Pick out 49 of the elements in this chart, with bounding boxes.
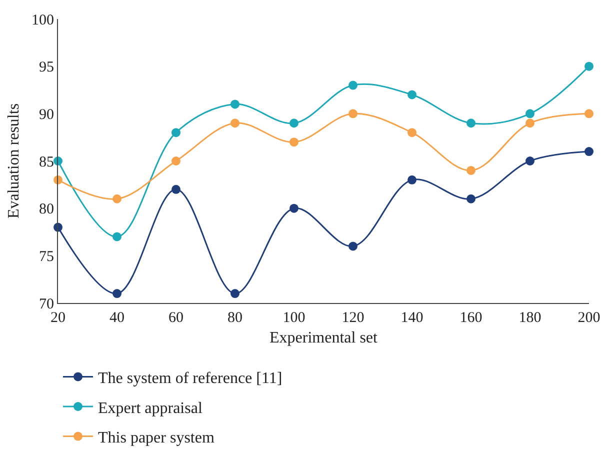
x-tick-label: 180: [518, 310, 542, 326]
point: [230, 118, 240, 128]
x-tick-label: 80: [228, 310, 242, 326]
x-tick-label: 140: [400, 310, 424, 326]
y-tick-label: 95: [39, 60, 54, 76]
point: [230, 100, 240, 109]
point: [466, 194, 476, 204]
x-axis-title: Experimental set: [270, 330, 378, 347]
point: [172, 156, 180, 166]
legend-label: Expert appraisal: [98, 400, 203, 417]
point: [348, 109, 358, 118]
point: [348, 80, 358, 90]
point: [466, 166, 476, 175]
point: [584, 147, 594, 156]
x-tick-label: 160: [460, 310, 482, 326]
y-axis-title: Evaluation results: [5, 103, 22, 219]
x-tick-label: 120: [342, 310, 364, 326]
point: [466, 118, 476, 128]
point: [348, 242, 358, 251]
x-tick-label: 60: [168, 310, 184, 326]
point: [290, 138, 298, 147]
point: [526, 109, 534, 118]
point: [408, 175, 416, 184]
point: [584, 109, 594, 118]
point: [172, 128, 180, 138]
point: [526, 156, 534, 166]
y-tick-label: 90: [39, 106, 54, 123]
point: [230, 289, 240, 298]
y-tick-label: 75: [39, 248, 54, 265]
y-tick-label: 100: [32, 12, 54, 28]
x-tick-label: 200: [578, 310, 600, 326]
legend-label: The system of reference [11]: [98, 370, 282, 387]
y-tick-label: 85: [39, 154, 54, 170]
point: [172, 184, 180, 194]
y-tick-label: 70: [39, 296, 54, 312]
point: [112, 232, 122, 242]
point: [408, 90, 416, 100]
point: [290, 204, 298, 213]
point: [408, 128, 416, 138]
x-tick-label: 20: [50, 310, 66, 326]
point: [290, 118, 298, 128]
x-tick-label: 40: [110, 310, 124, 326]
point: [584, 62, 594, 71]
point: [526, 118, 534, 128]
point: [112, 289, 122, 298]
y-tick-label: 80: [39, 202, 54, 218]
x-tick-label: 100: [282, 310, 306, 326]
point: [112, 194, 122, 204]
legend-label: This paper system: [98, 430, 215, 447]
